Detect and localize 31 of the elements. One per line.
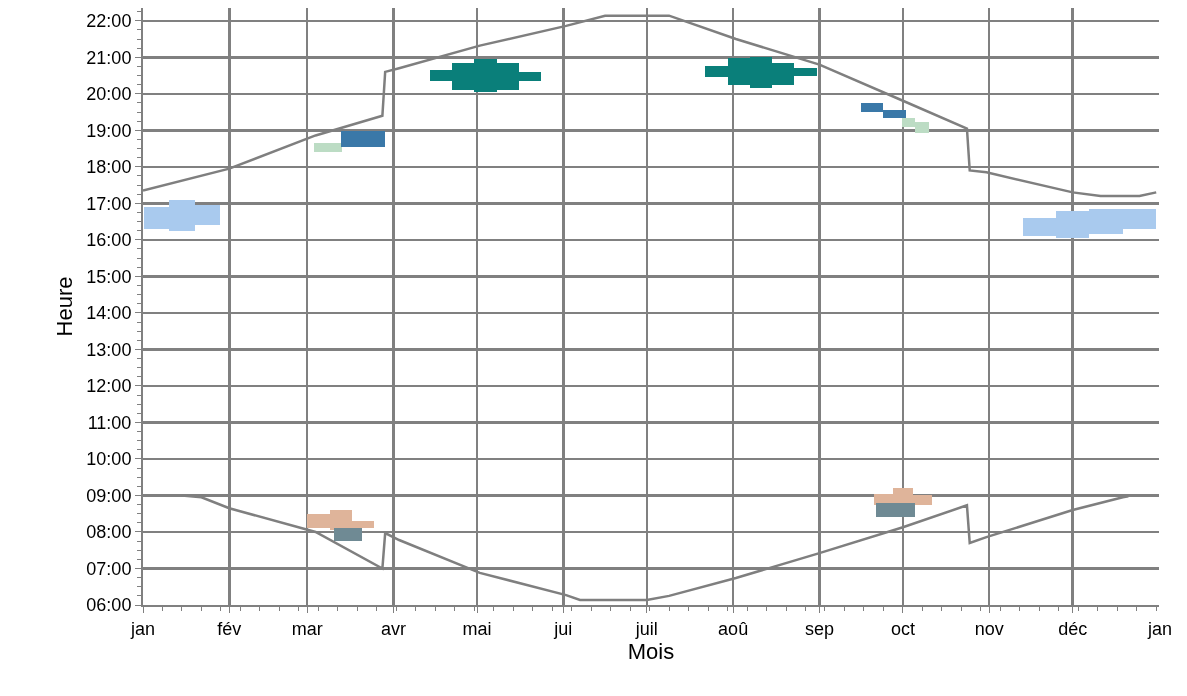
y-tick-label: 09:00 bbox=[86, 485, 132, 506]
x-tick-label: nov bbox=[974, 618, 1004, 639]
x-axis-title: Mois bbox=[627, 638, 675, 664]
x-tick-label: oct bbox=[890, 618, 915, 639]
x-tick-label: mai bbox=[462, 618, 492, 639]
y-axis-title: Heure bbox=[51, 276, 77, 337]
x-tick-label: déc bbox=[1058, 618, 1088, 639]
y-tick-label: 16:00 bbox=[86, 230, 132, 251]
x-tick-label: jui bbox=[553, 618, 573, 639]
y-tick-label: 08:00 bbox=[86, 522, 132, 543]
x-tick-label: aoû bbox=[718, 618, 749, 639]
y-tick-label: 17:00 bbox=[86, 193, 132, 214]
y-tick-label: 19:00 bbox=[86, 120, 132, 141]
y-tick-label: 20:00 bbox=[86, 84, 132, 105]
y-tick-label: 14:00 bbox=[86, 303, 132, 324]
y-tick-label: 07:00 bbox=[86, 558, 132, 579]
x-tick-label: avr bbox=[381, 618, 407, 639]
y-tick-label: 13:00 bbox=[86, 339, 132, 360]
y-tick-label: 06:00 bbox=[86, 595, 132, 616]
y-tick-label: 11:00 bbox=[87, 412, 132, 433]
y-tick-label: 12:00 bbox=[86, 376, 132, 397]
x-tick-label: mar bbox=[291, 618, 323, 639]
y-tick-label: 18:00 bbox=[86, 157, 132, 178]
y-tick-label: 10:00 bbox=[86, 449, 132, 470]
y-tick-label: 15:00 bbox=[86, 266, 132, 287]
x-tick-label: jan bbox=[129, 618, 156, 639]
x-tick-label: sep bbox=[804, 618, 834, 639]
y-tick-label: 21:00 bbox=[86, 47, 132, 68]
y-tick-label: 22:00 bbox=[86, 11, 132, 32]
x-tick-label: fév bbox=[217, 618, 242, 639]
x-tick-label: juil bbox=[634, 618, 658, 639]
